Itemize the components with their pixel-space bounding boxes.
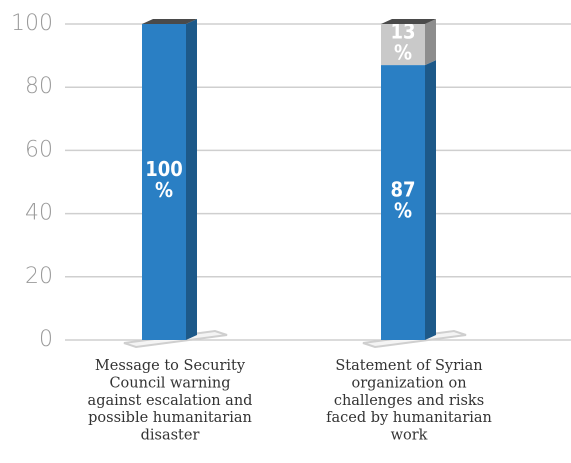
bar-segment xyxy=(381,24,425,66)
y-tick-label: 60 xyxy=(25,137,53,162)
x-tick-label: Message to Security Council warning agains… xyxy=(88,358,253,444)
y-tick-label: 40 xyxy=(25,201,53,226)
y-tick-label: 100 xyxy=(11,11,53,36)
data-label: 100% xyxy=(145,157,183,202)
bar-top xyxy=(381,19,436,24)
y-tick-label: 20 xyxy=(25,264,53,289)
bar-segment xyxy=(381,65,425,340)
bar-top xyxy=(142,19,197,24)
data-label: 13% xyxy=(390,19,415,64)
y-tick-label: 80 xyxy=(25,74,53,99)
bar-side xyxy=(425,19,436,66)
data-label: 87% xyxy=(390,177,415,222)
bar-side xyxy=(186,19,197,340)
y-tick-label: 0 xyxy=(39,327,53,352)
bar-segment xyxy=(142,24,186,340)
bar-side xyxy=(425,60,436,340)
x-tick-label: Statement of Syrian organization on challe… xyxy=(326,358,492,444)
